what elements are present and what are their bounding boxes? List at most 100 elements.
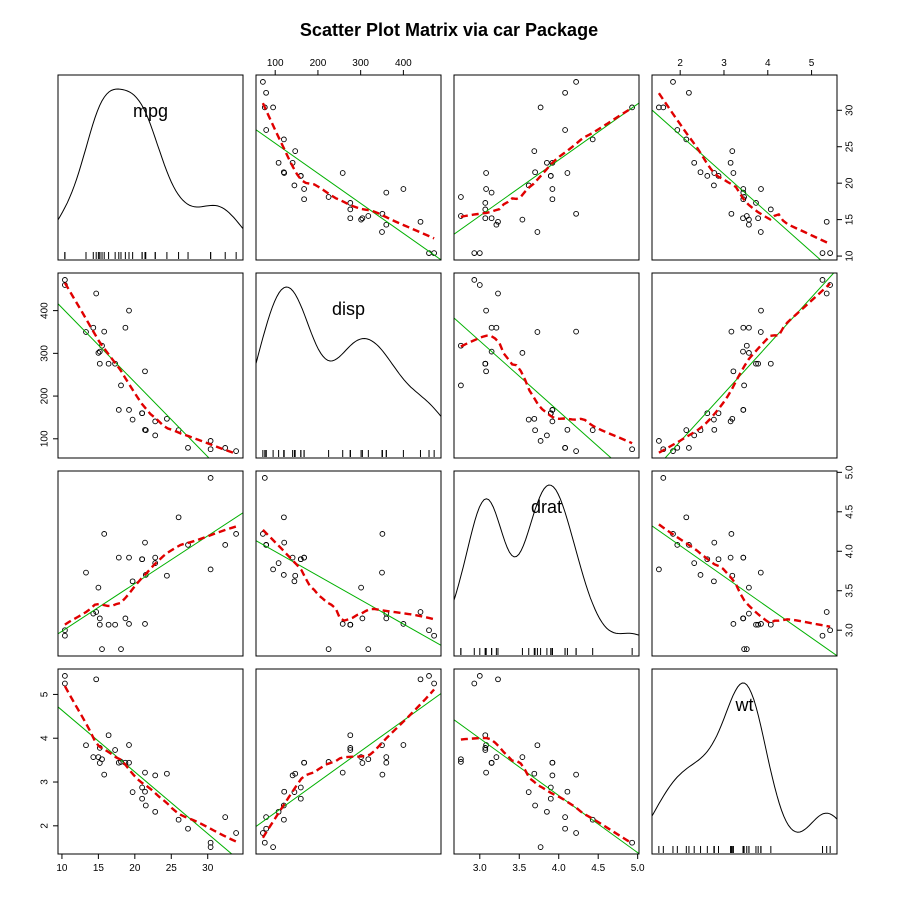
data-point (483, 186, 489, 192)
data-point (757, 569, 764, 576)
data-point (537, 844, 544, 850)
data-point (458, 382, 464, 389)
data-point (152, 432, 159, 439)
tick-label-mpg: 30 (845, 104, 856, 116)
data-point (126, 307, 132, 314)
data-point (207, 446, 214, 453)
data-point (767, 360, 774, 367)
panel-drat-disp (255, 470, 442, 657)
data-point (686, 89, 692, 96)
data-point (175, 816, 182, 823)
data-point (379, 229, 385, 235)
smooth-curve (64, 525, 237, 626)
data-point (207, 566, 214, 573)
data-point (339, 621, 346, 627)
panel-mpg-disp (255, 74, 442, 261)
data-point (365, 213, 372, 219)
data-point (753, 200, 759, 206)
data-point (263, 825, 270, 832)
data-point (142, 539, 148, 546)
data-point (534, 742, 541, 749)
data-point (549, 759, 556, 766)
data-point (549, 196, 556, 203)
data-point (531, 415, 538, 422)
smooth-curve (261, 102, 435, 240)
data-point (476, 282, 483, 288)
data-point (532, 427, 538, 434)
data-point (383, 754, 390, 760)
data-point (301, 186, 307, 192)
panel-frame (57, 470, 244, 657)
data-point (129, 578, 136, 585)
data-point (727, 418, 734, 425)
panel-frame (651, 668, 838, 855)
data-point (62, 680, 68, 687)
data-point (222, 542, 229, 548)
data-point (564, 788, 571, 795)
data-point (573, 771, 579, 778)
tick-label-drat: 4.0 (845, 544, 856, 558)
tick-label-disp: 300 (40, 345, 51, 362)
data-point (458, 756, 464, 763)
data-point (488, 215, 495, 222)
data-point (573, 79, 579, 85)
data-point (164, 770, 170, 777)
data-point (730, 170, 737, 176)
data-point (417, 218, 424, 225)
data-point (691, 159, 698, 166)
data-point (757, 229, 764, 235)
data-point (819, 632, 826, 639)
panel-wt-mpg (57, 668, 244, 855)
tick-label-drat: 4.5 (591, 863, 605, 874)
data-point (704, 410, 711, 417)
panel-frame (453, 272, 640, 459)
data-point (562, 825, 568, 832)
data-point (139, 784, 145, 791)
data-point (233, 531, 239, 537)
tick-label-disp: 100 (267, 58, 284, 69)
linear-fit-line (454, 317, 612, 458)
data-point (297, 795, 304, 802)
data-point (534, 329, 541, 335)
data-point (129, 416, 136, 423)
data-point (562, 89, 568, 96)
data-point (629, 839, 635, 846)
data-point (755, 215, 761, 222)
data-point (96, 360, 103, 367)
linear-fit-line (652, 525, 837, 656)
data-point (417, 676, 424, 683)
data-point (629, 446, 635, 453)
data-point (62, 277, 68, 283)
tick-label-disp: 200 (310, 58, 327, 69)
smooth-curve (658, 282, 831, 454)
density-curve-wt (652, 682, 837, 833)
data-point (746, 350, 752, 356)
density-curve-disp (256, 286, 441, 417)
data-point (339, 170, 346, 176)
data-point (126, 742, 132, 748)
linear-fit-line (58, 512, 243, 635)
data-point (105, 732, 112, 739)
linear-fit-line (256, 129, 441, 260)
panel-frame (255, 74, 442, 261)
data-point (493, 324, 500, 331)
data-point (417, 609, 424, 615)
data-point (728, 531, 735, 537)
data-point (281, 816, 287, 823)
data-point (755, 621, 761, 628)
tick-label-wt: 5 (40, 691, 51, 697)
data-point (660, 475, 667, 481)
data-point (740, 554, 747, 561)
data-point (281, 788, 288, 795)
data-point (757, 329, 764, 335)
data-point (129, 789, 136, 795)
panel-disp-disp: disp (255, 272, 442, 459)
panel-frame (57, 272, 244, 459)
tick-label-disp: 300 (352, 58, 369, 69)
data-point (270, 566, 276, 573)
tick-label-disp: 200 (40, 387, 51, 404)
tick-label-drat: 5.0 (631, 863, 645, 874)
variable-label-drat: drat (531, 497, 562, 517)
tick-label-mpg: 20 (845, 177, 856, 189)
